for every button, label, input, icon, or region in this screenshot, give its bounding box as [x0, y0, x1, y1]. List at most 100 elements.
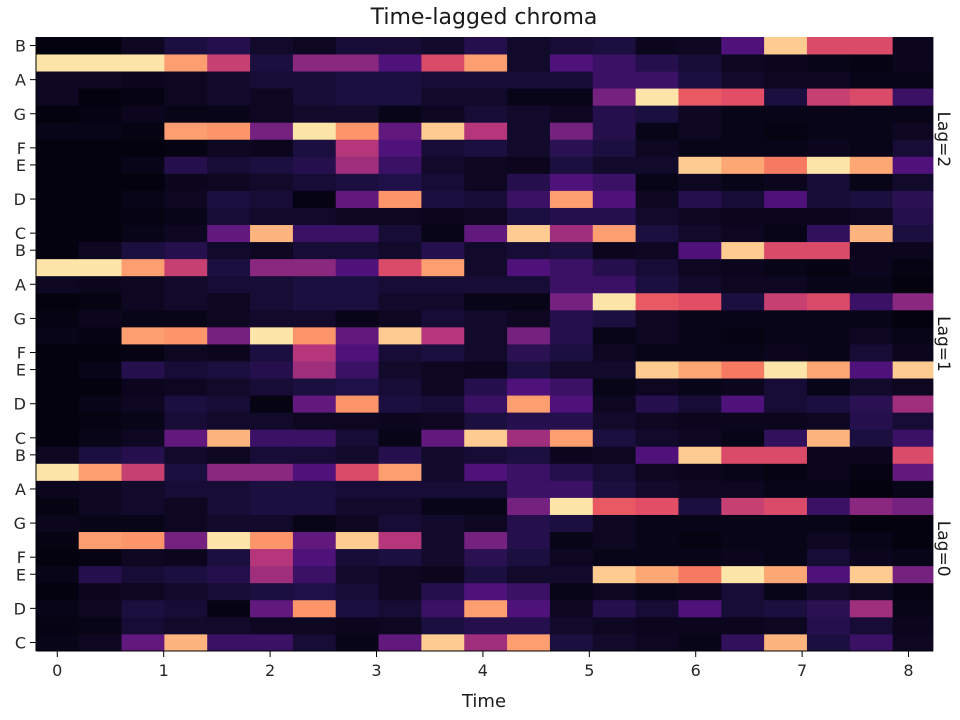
heatmap-cell	[464, 361, 508, 379]
heatmap-cell	[592, 497, 637, 515]
heatmap-cell	[164, 207, 208, 226]
heatmap-cell	[806, 429, 851, 447]
x-tick-label: 4	[478, 661, 488, 680]
heatmap-cell	[78, 412, 122, 430]
heatmap-cell	[549, 582, 594, 601]
heatmap-cell	[635, 326, 679, 345]
heatmap-cell	[78, 258, 122, 277]
heatmap-cell	[36, 480, 80, 498]
x-tick-label: 2	[265, 661, 275, 680]
heatmap-cell	[678, 446, 722, 464]
heatmap-cell	[806, 531, 851, 550]
heatmap-cell	[292, 241, 337, 260]
heatmap-cell	[421, 122, 465, 140]
heatmap-cell	[250, 292, 294, 311]
heatmap-cell	[806, 275, 851, 294]
heatmap-cell	[250, 105, 294, 123]
heatmap-cell	[549, 497, 594, 515]
heatmap-cell	[78, 463, 122, 481]
heatmap-cell	[292, 292, 337, 311]
heatmap-cell	[764, 292, 808, 311]
y-tick-label: D	[14, 395, 26, 414]
heatmap-cell	[207, 497, 251, 515]
heatmap-cell	[764, 326, 808, 345]
heatmap-cell	[764, 54, 808, 72]
heatmap-cell	[507, 258, 551, 277]
heatmap-cell	[292, 71, 337, 89]
heatmap-cell	[292, 105, 337, 123]
lag-label: Lag=0	[933, 521, 953, 577]
heatmap-cell	[549, 139, 594, 157]
heatmap-cell	[849, 258, 894, 277]
y-tick-label: D	[14, 190, 26, 209]
heatmap-cell	[292, 139, 337, 157]
heatmap-cell	[164, 139, 208, 157]
heatmap-cell	[635, 395, 679, 413]
heatmap-cell	[892, 156, 934, 174]
heatmap-cell	[78, 207, 122, 226]
heatmap-cell	[78, 361, 122, 379]
heatmap-cell	[78, 139, 122, 157]
heatmap-cell	[421, 497, 465, 515]
heatmap-cell	[678, 207, 722, 226]
heatmap-cell	[121, 616, 165, 635]
heatmap-cell	[250, 599, 294, 618]
heatmap-cell	[207, 207, 251, 226]
heatmap-cell	[849, 565, 894, 584]
heatmap-cell	[892, 633, 934, 652]
heatmap-cell	[721, 412, 765, 430]
heatmap-cell	[849, 344, 894, 362]
heatmap-cell	[549, 71, 594, 89]
heatmap-cell	[121, 412, 165, 430]
heatmap-cell	[635, 258, 679, 277]
heatmap-cell	[207, 565, 251, 584]
heatmap-cell	[849, 241, 894, 260]
heatmap-cell	[721, 54, 765, 72]
heatmap-cell	[549, 429, 594, 447]
heatmap-cell	[678, 37, 722, 55]
heatmap-cell	[635, 361, 679, 379]
heatmap-cell	[378, 531, 422, 550]
x-tick-label: 0	[52, 661, 62, 680]
heatmap-cell	[721, 122, 765, 140]
heatmap-cell	[36, 241, 80, 260]
heatmap-cell	[892, 531, 934, 550]
heatmap-cell	[549, 190, 594, 208]
heatmap-cell	[121, 514, 165, 533]
heatmap-cell	[678, 105, 722, 123]
heatmap-cell	[207, 344, 251, 362]
heatmap-cell	[335, 207, 379, 226]
heatmap-cell	[121, 582, 165, 601]
heatmap-cell	[592, 156, 637, 174]
heatmap-cell	[507, 616, 551, 635]
heatmap-cell	[806, 88, 851, 106]
heatmap-cell	[207, 88, 251, 106]
y-tick-label: E	[16, 361, 26, 380]
heatmap-cell	[892, 395, 934, 413]
heatmap-cell	[721, 88, 765, 106]
heatmap-cell	[764, 344, 808, 362]
heatmap-cell	[164, 241, 208, 260]
heatmap-cell	[507, 395, 551, 413]
heatmap-cell	[250, 463, 294, 481]
heatmap-cell	[806, 326, 851, 345]
heatmap-cell	[378, 224, 422, 243]
heatmap-cell	[635, 480, 679, 498]
y-tick-label: C	[15, 633, 26, 652]
heatmap-cell	[164, 446, 208, 464]
heatmap-cell	[721, 258, 765, 277]
heatmap-cell	[507, 54, 551, 72]
heatmap-cell	[721, 395, 765, 413]
heatmap-cell	[335, 309, 379, 328]
heatmap-cell	[335, 582, 379, 601]
heatmap-cell	[849, 139, 894, 157]
heatmap-cell	[721, 548, 765, 567]
heatmap-cell	[635, 412, 679, 430]
heatmap-cell	[507, 514, 551, 533]
heatmap-cell	[421, 37, 465, 55]
heatmap-cell	[806, 309, 851, 328]
heatmap-cell	[549, 105, 594, 123]
heatmap-cell	[678, 395, 722, 413]
heatmap-cell	[678, 173, 722, 191]
